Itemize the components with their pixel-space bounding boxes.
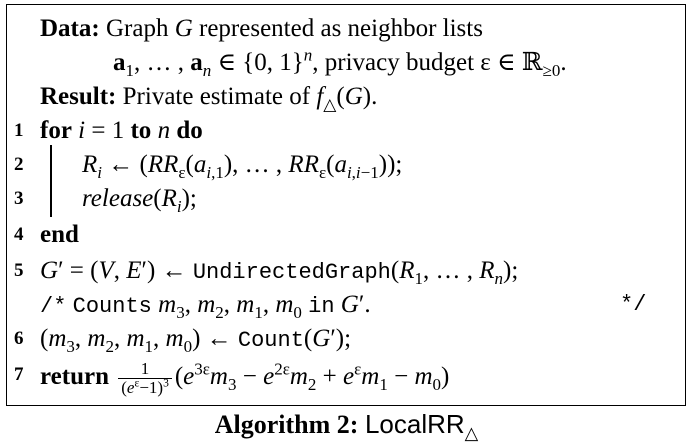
line-number-3: 3 <box>14 188 24 209</box>
undirected-graph-args: (R1, … , Rn); <box>390 257 519 288</box>
release-function: release <box>82 185 154 212</box>
comment-counts: Counts <box>72 294 152 319</box>
algo-line-4: end <box>40 220 79 250</box>
caption-triangle: △ <box>464 423 479 444</box>
loop-body-bar <box>50 145 52 217</box>
algo-line-7: return 1 (eε−1)3 (e3εm3 − e2εm2 + eεm1 − m… <box>40 360 449 397</box>
keyword-do: do <box>176 117 203 144</box>
data-line-2: a1, … , an ∈ {0, 1}n, privacy budget ε ∈… <box>113 45 567 80</box>
algo-line-6: (m3, m2, m1, m0) ← Count(G′); <box>40 324 351 356</box>
epsilon-math: ε ∈ ℝ≥0. <box>480 49 567 80</box>
return-expression: (e3εm3 − e2εm2 + eεm1 − m0) <box>174 359 450 395</box>
comment-close: */ <box>620 292 647 317</box>
comment-math-g: G′. <box>340 291 371 318</box>
count-args: (G′); <box>303 325 352 352</box>
caption-name: LocalRR <box>364 409 465 439</box>
comment-math-m: m3, m2, m1, m0 <box>158 291 302 322</box>
algorithm-caption: Algorithm 2: LocalRR△ <box>0 408 693 444</box>
comment-open: /* <box>40 294 67 319</box>
algo-line-5: G′ = (V, E′) ← UndirectedGraph(R1, … , R… <box>40 256 518 288</box>
release-args-math: (Ri); <box>153 185 197 216</box>
caption-label: Algorithm 2: <box>214 410 359 439</box>
comment-line: /* Counts m3, m2, m1, m0 in G′. <box>40 290 371 322</box>
comment-in: in <box>308 294 335 319</box>
keyword-to: to <box>130 117 152 144</box>
graph-symbol: G <box>174 15 193 42</box>
undirected-graph-function: UndirectedGraph <box>192 260 391 285</box>
graph-assign-math: G′ = (V, E′) ← <box>40 257 193 284</box>
line-number-2: 2 <box>14 154 24 175</box>
result-text: Private estimate of <box>122 83 311 110</box>
data-text-neighbor: represented as neighbor lists <box>199 15 483 42</box>
data-line: Data: Graph G represented as neighbor li… <box>40 14 483 44</box>
loop-bound: n <box>157 117 171 144</box>
line-number-7: 7 <box>14 364 24 385</box>
return-fraction: 1 (eε−1)3 <box>118 360 172 397</box>
loop-var-math: i = 1 <box>78 117 125 144</box>
data-text-graph: Graph <box>105 15 169 42</box>
algo-line-1: for i = 1 to n do <box>40 116 203 146</box>
line-number-5: 5 <box>14 260 24 281</box>
line-number-4: 4 <box>14 224 24 245</box>
line-number-6: 6 <box>14 328 24 349</box>
algo-line-3: release(Ri); <box>82 184 197 216</box>
keyword-return: return <box>40 363 109 391</box>
rr-assignment-math: Ri ← (RRε(ai,1), … , RRε(ai,i−1)); <box>82 151 403 182</box>
keyword-for: for <box>40 117 72 144</box>
line-number-1: 1 <box>14 120 24 141</box>
privacy-text: , privacy budget <box>312 49 475 76</box>
data-label: Data: <box>40 15 100 42</box>
algo-line-2: Ri ← (RRε(ai,1), … , RRε(ai,i−1)); <box>82 150 403 182</box>
keyword-end: end <box>40 221 79 248</box>
result-label: Result: <box>40 83 117 110</box>
vector-list-math: a1, … , an ∈ {0, 1}n <box>113 45 313 80</box>
result-line: Result: Private estimate of f△(G). <box>40 82 378 114</box>
result-math: f△(G). <box>316 83 378 114</box>
algorithm-box <box>6 4 686 406</box>
count-function: Count <box>237 328 304 353</box>
count-assign-math: (m3, m2, m1, m0) ← <box>40 325 238 356</box>
